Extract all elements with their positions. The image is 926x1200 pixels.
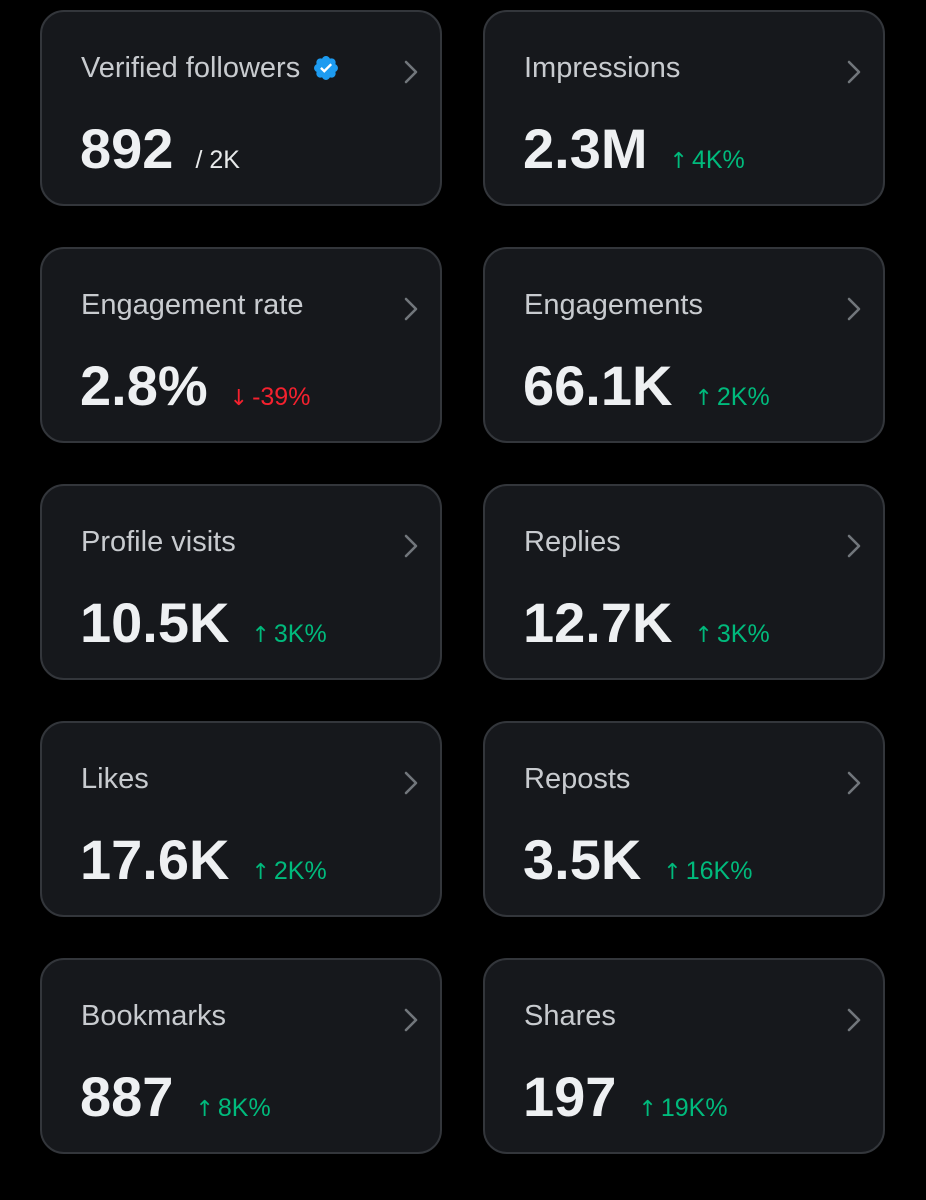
card-reposts[interactable]: Reposts 3.5K ↑ 16K%	[483, 721, 885, 917]
card-label: Reposts	[524, 763, 631, 795]
value-row: 12.7K ↑ 3K%	[523, 590, 770, 656]
card-engagement-rate[interactable]: Engagement rate 2.8% ↓ -39%	[40, 247, 442, 443]
arrow-up-icon: ↑	[251, 623, 270, 648]
metric-value: 17.6K	[80, 828, 230, 891]
arrow-up-icon: ↑	[663, 860, 682, 885]
card-label: Likes	[81, 763, 149, 795]
change-value: 19K%	[660, 1094, 728, 1122]
arrow-up-icon: ↑	[694, 623, 713, 648]
change-badge: ↑ 4K%	[670, 146, 745, 175]
value-row: 2.3M ↑ 4K%	[523, 116, 745, 182]
chevron-right-icon	[404, 60, 418, 84]
arrow-up-icon: ↑	[195, 1097, 214, 1122]
metric-value: 10.5K	[80, 591, 230, 654]
value-row: 66.1K ↑ 2K%	[523, 353, 770, 419]
change-badge: ↑ 2K%	[694, 383, 769, 412]
card-engagements[interactable]: Engagements 66.1K ↑ 2K%	[483, 247, 885, 443]
arrow-up-icon: ↑	[694, 386, 713, 411]
chevron-right-icon	[847, 297, 861, 321]
metric-value: 2.8%	[80, 354, 208, 417]
card-likes[interactable]: Likes 17.6K ↑ 2K%	[40, 721, 442, 917]
value-row: 197 ↑ 19K%	[523, 1064, 728, 1130]
metric-value: 12.7K	[523, 591, 673, 654]
card-label: Bookmarks	[81, 1000, 227, 1032]
chevron-right-icon	[404, 771, 418, 795]
metric-value: 2.3M	[523, 117, 648, 180]
card-label: Replies	[524, 526, 621, 558]
value-row: 3.5K ↑ 16K%	[523, 827, 752, 893]
card-label: Profile visits	[81, 526, 236, 558]
chevron-right-icon	[847, 1008, 861, 1032]
card-impressions[interactable]: Impressions 2.3M ↑ 4K%	[483, 10, 885, 206]
value-row: 10.5K ↑ 3K%	[80, 590, 327, 656]
card-label: Engagement rate	[81, 289, 304, 321]
card-label-wrap: Verified followers	[81, 50, 340, 86]
change-value: 2K%	[716, 383, 770, 411]
verified-badge-icon	[314, 56, 339, 80]
metric-value: 197	[523, 1065, 617, 1128]
arrow-down-icon: ↓	[229, 386, 249, 411]
change-badge: ↑ 3K%	[251, 620, 326, 649]
change-badge: ↑ 19K%	[638, 1094, 727, 1123]
chevron-right-icon	[847, 771, 861, 795]
card-verified-followers[interactable]: Verified followers 892 / 2K	[40, 10, 442, 206]
metric-value: 3.5K	[523, 828, 642, 891]
change-value: 2K%	[273, 857, 327, 885]
card-shares[interactable]: Shares 197 ↑ 19K%	[483, 958, 885, 1154]
chevron-right-icon	[404, 534, 418, 558]
change-value: 3K%	[716, 620, 770, 648]
change-badge: ↑ 16K%	[663, 857, 752, 886]
chevron-right-icon	[847, 534, 861, 558]
arrow-up-icon: ↑	[638, 1097, 657, 1122]
value-row: 17.6K ↑ 2K%	[80, 827, 327, 893]
arrow-up-icon: ↑	[669, 149, 688, 174]
arrow-up-icon: ↑	[251, 860, 270, 885]
metric-goal: / 2K	[195, 146, 240, 174]
change-badge: ↑ 3K%	[694, 620, 769, 649]
change-badge: ↓ -39%	[230, 383, 311, 412]
card-label: Engagements	[524, 289, 703, 321]
metric-value: 892	[80, 117, 174, 180]
chevron-right-icon	[404, 297, 418, 321]
change-value: 3K%	[273, 620, 327, 648]
metric-value: 66.1K	[523, 354, 673, 417]
card-label: Verified followers	[81, 52, 301, 84]
change-value: -39%	[252, 383, 311, 411]
value-row: 887 ↑ 8K%	[80, 1064, 271, 1130]
value-row: 892 / 2K	[80, 116, 240, 182]
card-label: Shares	[524, 1000, 616, 1032]
card-replies[interactable]: Replies 12.7K ↑ 3K%	[483, 484, 885, 680]
chevron-right-icon	[404, 1008, 418, 1032]
change-badge: ↑ 8K%	[195, 1094, 270, 1123]
card-profile-visits[interactable]: Profile visits 10.5K ↑ 3K%	[40, 484, 442, 680]
change-badge: ↑ 2K%	[251, 857, 326, 886]
change-value: 4K%	[691, 146, 745, 174]
change-value: 8K%	[217, 1094, 271, 1122]
metric-value: 887	[80, 1065, 174, 1128]
chevron-right-icon	[847, 60, 861, 84]
card-bookmarks[interactable]: Bookmarks 887 ↑ 8K%	[40, 958, 442, 1154]
change-value: 16K%	[685, 857, 753, 885]
value-row: 2.8% ↓ -39%	[80, 353, 310, 419]
card-label: Impressions	[524, 52, 681, 84]
